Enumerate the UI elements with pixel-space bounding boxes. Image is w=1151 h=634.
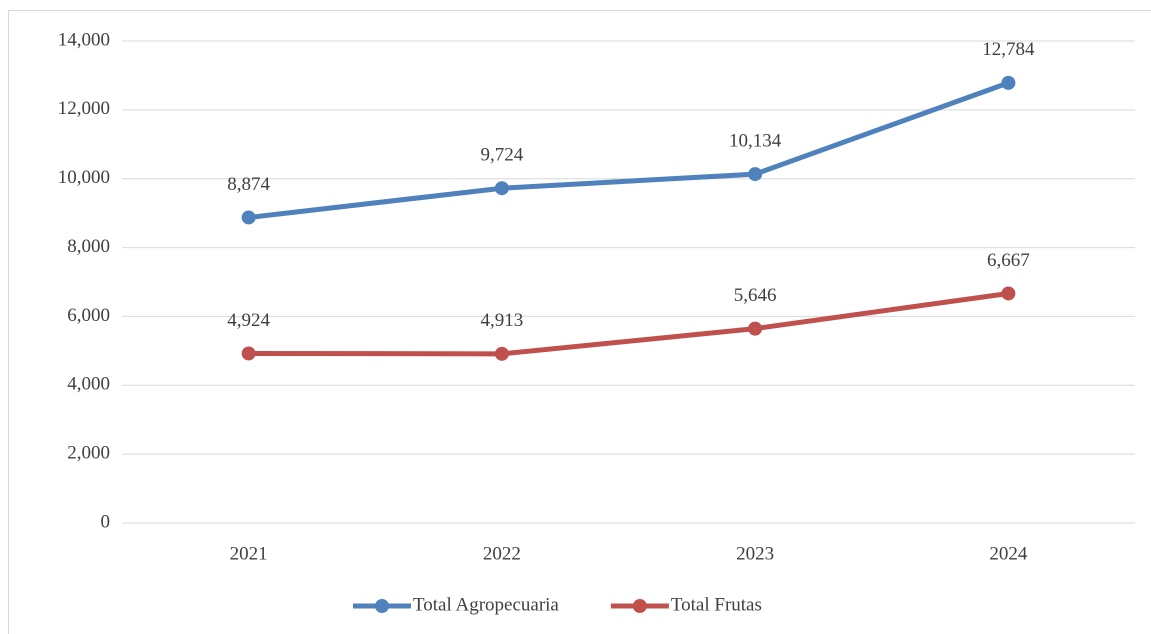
- data-label: 9,724: [481, 145, 524, 166]
- point: [241, 346, 256, 361]
- chart-frame: [8, 10, 1151, 634]
- x-tick-label: 2023: [736, 543, 774, 564]
- data-label: 10,134: [729, 130, 782, 151]
- y-tick-label: 0: [101, 511, 111, 532]
- data-label: 4,924: [227, 310, 270, 331]
- data-label: 4,913: [481, 310, 524, 331]
- legend-marker: [632, 599, 647, 613]
- point: [1001, 286, 1016, 301]
- y-tick-label: 8,000: [67, 236, 110, 257]
- y-tick-label: 6,000: [67, 305, 110, 326]
- legend-label: Total Agropecuaria: [413, 594, 559, 615]
- legend-label: Total Frutas: [671, 594, 762, 615]
- data-label: 8,874: [227, 174, 270, 195]
- point: [241, 210, 256, 225]
- point: [494, 181, 509, 196]
- y-tick-label: 4,000: [67, 374, 110, 395]
- data-label: 6,667: [987, 250, 1030, 271]
- y-tick-label: 2,000: [67, 443, 110, 464]
- point: [1001, 75, 1016, 90]
- legend-marker: [375, 599, 389, 613]
- point: [748, 321, 763, 336]
- y-tick-label: 10,000: [58, 167, 110, 188]
- x-tick-label: 2022: [483, 543, 521, 564]
- series-line: [248, 80, 1010, 220]
- x-tick-label: 2024: [989, 543, 1028, 564]
- point: [748, 167, 763, 182]
- y-tick-label: 14,000: [58, 29, 110, 50]
- y-tick-label: 12,000: [58, 98, 110, 119]
- series-line: [248, 290, 1009, 357]
- point: [494, 346, 509, 361]
- data-label: 12,784: [982, 39, 1035, 60]
- x-tick-label: 2021: [230, 543, 268, 564]
- data-label: 5,646: [734, 285, 777, 306]
